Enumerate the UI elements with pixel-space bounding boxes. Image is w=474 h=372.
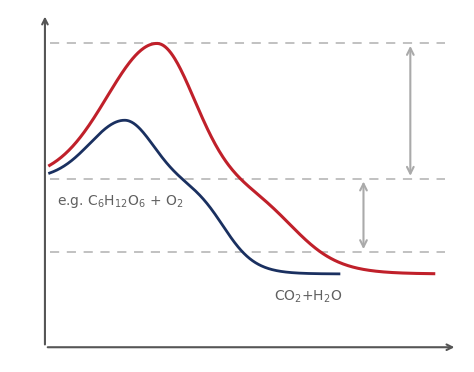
Text: e.g. C$_6$H$_{12}$O$_6$ + O$_2$: e.g. C$_6$H$_{12}$O$_6$ + O$_2$ (57, 193, 183, 210)
Text: CO$_2$+H$_2$O: CO$_2$+H$_2$O (274, 289, 343, 305)
